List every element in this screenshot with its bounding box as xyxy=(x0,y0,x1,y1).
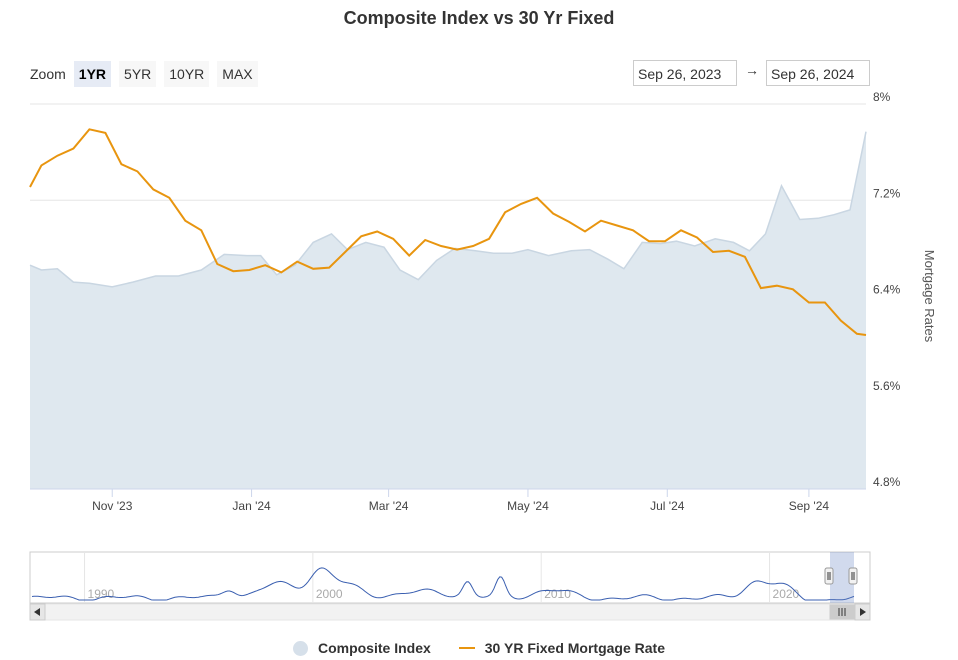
legend-label: Composite Index xyxy=(317,640,431,656)
chart-area: 8% 7.2% 6.4% 5.6% 4.8% Mortgage Rates Nov '2… xyxy=(29,90,937,621)
y-tick-label: 5.6% xyxy=(873,379,901,393)
legend-item-mortgage-rate[interactable]: 30 YR Fixed Mortgage Rate xyxy=(458,640,666,656)
legend-circle-icon xyxy=(292,640,308,656)
zoom-label: Zoom xyxy=(30,66,66,82)
x-tick-label: Nov '23 xyxy=(92,499,133,513)
y-tick-label: 4.8% xyxy=(873,475,901,489)
range-arrow: → xyxy=(745,62,759,78)
y-tick-label: 8% xyxy=(873,90,891,104)
chevron-right-icon xyxy=(860,608,866,616)
x-tick-label: Mar '24 xyxy=(369,499,409,513)
zoom-button-5yr[interactable]: 5YR xyxy=(119,61,157,87)
x-tick-label: May '24 xyxy=(507,499,549,513)
y-tick-label: 6.4% xyxy=(873,283,901,297)
zoom-button-10yr[interactable]: 10YR xyxy=(164,61,210,87)
navigator[interactable]: 1990 2000 2010 2020 xyxy=(29,551,871,621)
range-to-input[interactable]: Sep 26, 2024 xyxy=(766,60,870,86)
navigator-handle[interactable] xyxy=(824,567,834,585)
legend-line-icon xyxy=(458,647,475,649)
navigator-year-label: 2010 xyxy=(544,587,571,601)
zoom-button-max[interactable]: MAX xyxy=(217,61,258,87)
navigator-year-label: 2020 xyxy=(773,587,800,601)
scrollbar-track[interactable] xyxy=(29,603,871,621)
legend-item-composite-index[interactable]: Composite Index xyxy=(292,640,431,656)
zoom-button-1yr[interactable]: 1YR xyxy=(73,61,112,87)
legend: Composite Index 30 YR Fixed Mortgage Rat… xyxy=(0,640,958,656)
zoom-bar: Zoom 1YR 5YR 10YR MAX xyxy=(30,61,266,87)
chart-title: Composite Index vs 30 Yr Fixed xyxy=(343,8,615,28)
x-axis-ticks: Nov '23 Jan '24 Mar '24 May '24 Jul '24 Sep '… xyxy=(30,488,866,513)
range-from-input[interactable]: Sep 26, 2023 xyxy=(633,60,737,86)
chevron-left-icon xyxy=(34,608,40,616)
navigator-series-line xyxy=(31,567,855,601)
navigator-year-label: 2000 xyxy=(316,587,343,601)
navigator-handle[interactable] xyxy=(848,567,858,585)
x-tick-label: Jul '24 xyxy=(650,499,685,513)
navigator-year-label: 1990 xyxy=(88,587,115,601)
y-axis-label: Mortgage Rates xyxy=(922,250,937,343)
y-tick-label: 7.2% xyxy=(873,186,901,200)
composite-index-area xyxy=(30,131,866,489)
y-axis-ticks: 8% 7.2% 6.4% 5.6% 4.8% xyxy=(873,90,901,489)
x-tick-label: Jan '24 xyxy=(232,499,271,513)
legend-label: 30 YR Fixed Mortgage Rate xyxy=(484,640,666,656)
mortgage-rate-line xyxy=(29,128,867,336)
navigator-frame xyxy=(29,551,871,604)
x-tick-label: Sep '24 xyxy=(789,499,830,513)
